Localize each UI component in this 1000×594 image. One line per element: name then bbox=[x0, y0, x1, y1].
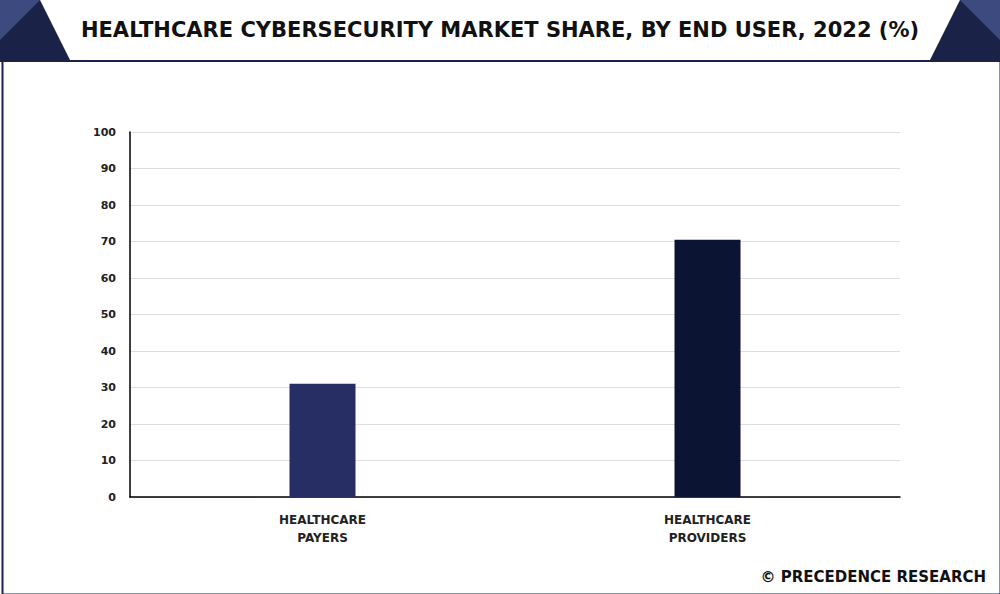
svg-text:20: 20 bbox=[101, 418, 117, 431]
svg-text:100: 100 bbox=[93, 126, 116, 139]
svg-text:0: 0 bbox=[108, 491, 116, 504]
svg-text:90: 90 bbox=[101, 162, 117, 175]
svg-text:50: 50 bbox=[101, 308, 117, 321]
svg-text:70: 70 bbox=[101, 235, 117, 248]
svg-text:PROVIDERS: PROVIDERS bbox=[669, 531, 747, 545]
svg-text:60: 60 bbox=[101, 272, 117, 285]
svg-text:HEALTHCARE: HEALTHCARE bbox=[279, 513, 366, 527]
svg-text:40: 40 bbox=[101, 345, 117, 358]
svg-text:HEALTHCARE: HEALTHCARE bbox=[664, 513, 751, 527]
svg-text:PAYERS: PAYERS bbox=[297, 531, 348, 545]
svg-text:HEALTHCARE CYBERSECURITY MARKE: HEALTHCARE CYBERSECURITY MARKET SHARE, B… bbox=[81, 18, 919, 42]
svg-text:10: 10 bbox=[101, 454, 117, 467]
svg-text:30: 30 bbox=[101, 381, 117, 394]
svg-text:80: 80 bbox=[101, 199, 117, 212]
svg-text:© PRECEDENCE RESEARCH: © PRECEDENCE RESEARCH bbox=[760, 568, 986, 586]
